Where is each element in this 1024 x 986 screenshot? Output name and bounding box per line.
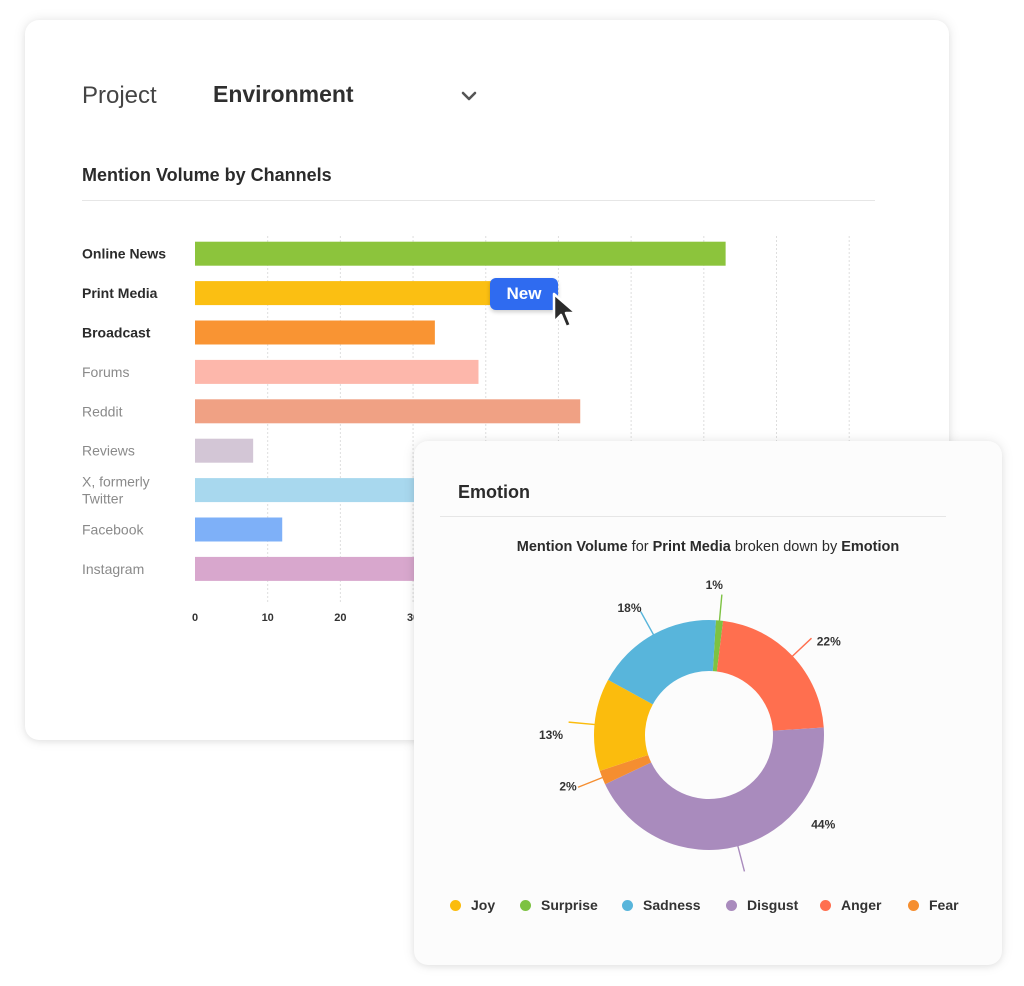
subtitle-part: Emotion — [841, 539, 900, 555]
bar-x-formerly-twitter[interactable] — [195, 478, 435, 503]
x-tick-label: 10 — [262, 612, 274, 624]
bar-broadcast[interactable] — [195, 320, 435, 345]
donut-slice-surprise[interactable] — [712, 620, 724, 672]
legend-swatch — [520, 899, 531, 911]
leader-line — [640, 611, 655, 637]
title-divider — [82, 200, 875, 201]
emotion-donut-chart: 1% 22% 44% 2% 13% 18% — [539, 578, 841, 872]
bar-label: Forums — [82, 364, 129, 380]
slice-percent-label: 13% — [539, 728, 563, 742]
subtitle-part: broken down by — [730, 539, 842, 555]
legend-swatch — [450, 899, 461, 911]
bar-facebook[interactable] — [195, 517, 283, 542]
legend-swatch — [820, 899, 831, 911]
subtitle-part: for — [627, 539, 653, 555]
leader-line — [736, 844, 746, 872]
leader-line — [718, 594, 723, 623]
mouse-pointer-icon — [552, 292, 578, 329]
bar-label: Print Media — [82, 285, 158, 301]
legend-swatch — [622, 899, 633, 911]
bar-label: Instagram — [82, 561, 144, 577]
legend-item-anger[interactable]: Anger — [820, 897, 881, 913]
emotion-divider — [440, 516, 946, 517]
legend-item-fear[interactable]: Fear — [908, 897, 959, 913]
donut-slice-joy[interactable] — [594, 679, 653, 771]
emotion-panel-title: Emotion — [458, 482, 530, 502]
legend-label: Disgust — [747, 897, 799, 913]
legend-item-sadness[interactable]: Sadness — [622, 897, 701, 913]
x-tick-label: 0 — [192, 612, 198, 624]
subtitle-part: Mention Volume — [516, 539, 628, 555]
bar-label: Facebook — [82, 522, 144, 538]
donut-slice-disgust[interactable] — [605, 727, 824, 850]
slice-percent-label: 22% — [817, 634, 841, 648]
bar-reviews[interactable] — [195, 438, 254, 463]
legend-label: Sadness — [643, 897, 701, 913]
legend-label: Anger — [841, 897, 882, 913]
bar-label: Online News — [82, 246, 166, 262]
legend-label: Surprise — [541, 897, 598, 913]
new-badge[interactable]: New — [490, 278, 558, 310]
emotion-card: Emotion Mention Volume for Print Media b… — [414, 441, 1002, 965]
bar-label: Broadcast — [82, 325, 151, 341]
project-selector[interactable]: Environment — [213, 81, 354, 107]
donut-slice-fear[interactable] — [599, 754, 652, 785]
slice-percent-label: 44% — [811, 817, 835, 831]
bar-print-media[interactable] — [195, 281, 508, 306]
donut-slice-sadness[interactable] — [608, 620, 716, 705]
legend-swatch — [726, 899, 737, 911]
legend-swatch — [908, 899, 919, 911]
bar-reddit[interactable] — [195, 399, 581, 424]
mention-volume-bar-chart: Online News Print Media Broadcast Forums Red… — [82, 236, 850, 624]
slice-percent-label: 18% — [617, 601, 641, 615]
bar-online-news[interactable] — [195, 241, 726, 266]
legend-item-surprise[interactable]: Surprise — [520, 897, 598, 913]
legend-item-joy[interactable]: Joy — [450, 897, 495, 913]
slice-percent-label: 2% — [559, 779, 577, 793]
legend-item-disgust[interactable]: Disgust — [726, 897, 798, 913]
x-tick-label: 20 — [334, 612, 346, 624]
legend-label: Fear — [929, 897, 959, 913]
bar-label: Reviews — [82, 443, 135, 459]
leader-line — [790, 637, 812, 658]
legend-label: Joy — [471, 897, 496, 913]
leader-line — [568, 721, 597, 726]
slice-percent-label: 1% — [706, 578, 724, 592]
bar-forums[interactable] — [195, 359, 479, 384]
emotion-legend: Joy Surprise Sadness Disgust Anger Fear — [450, 897, 990, 921]
subtitle-part: Print Media — [652, 539, 731, 555]
bar-label: Reddit — [82, 403, 123, 419]
bar-chart-title: Mention Volume by Channels — [82, 165, 332, 185]
leader-line — [577, 776, 605, 788]
project-label: Project — [82, 82, 157, 109]
chevron-down-icon[interactable] — [459, 86, 479, 106]
donut-slice-anger[interactable] — [716, 620, 824, 731]
bar-instagram[interactable] — [195, 556, 435, 581]
bar-label: X, formerly Twitter — [82, 474, 150, 507]
emotion-chart-subtitle: Mention Volume for Print Media broken do… — [414, 539, 1002, 555]
